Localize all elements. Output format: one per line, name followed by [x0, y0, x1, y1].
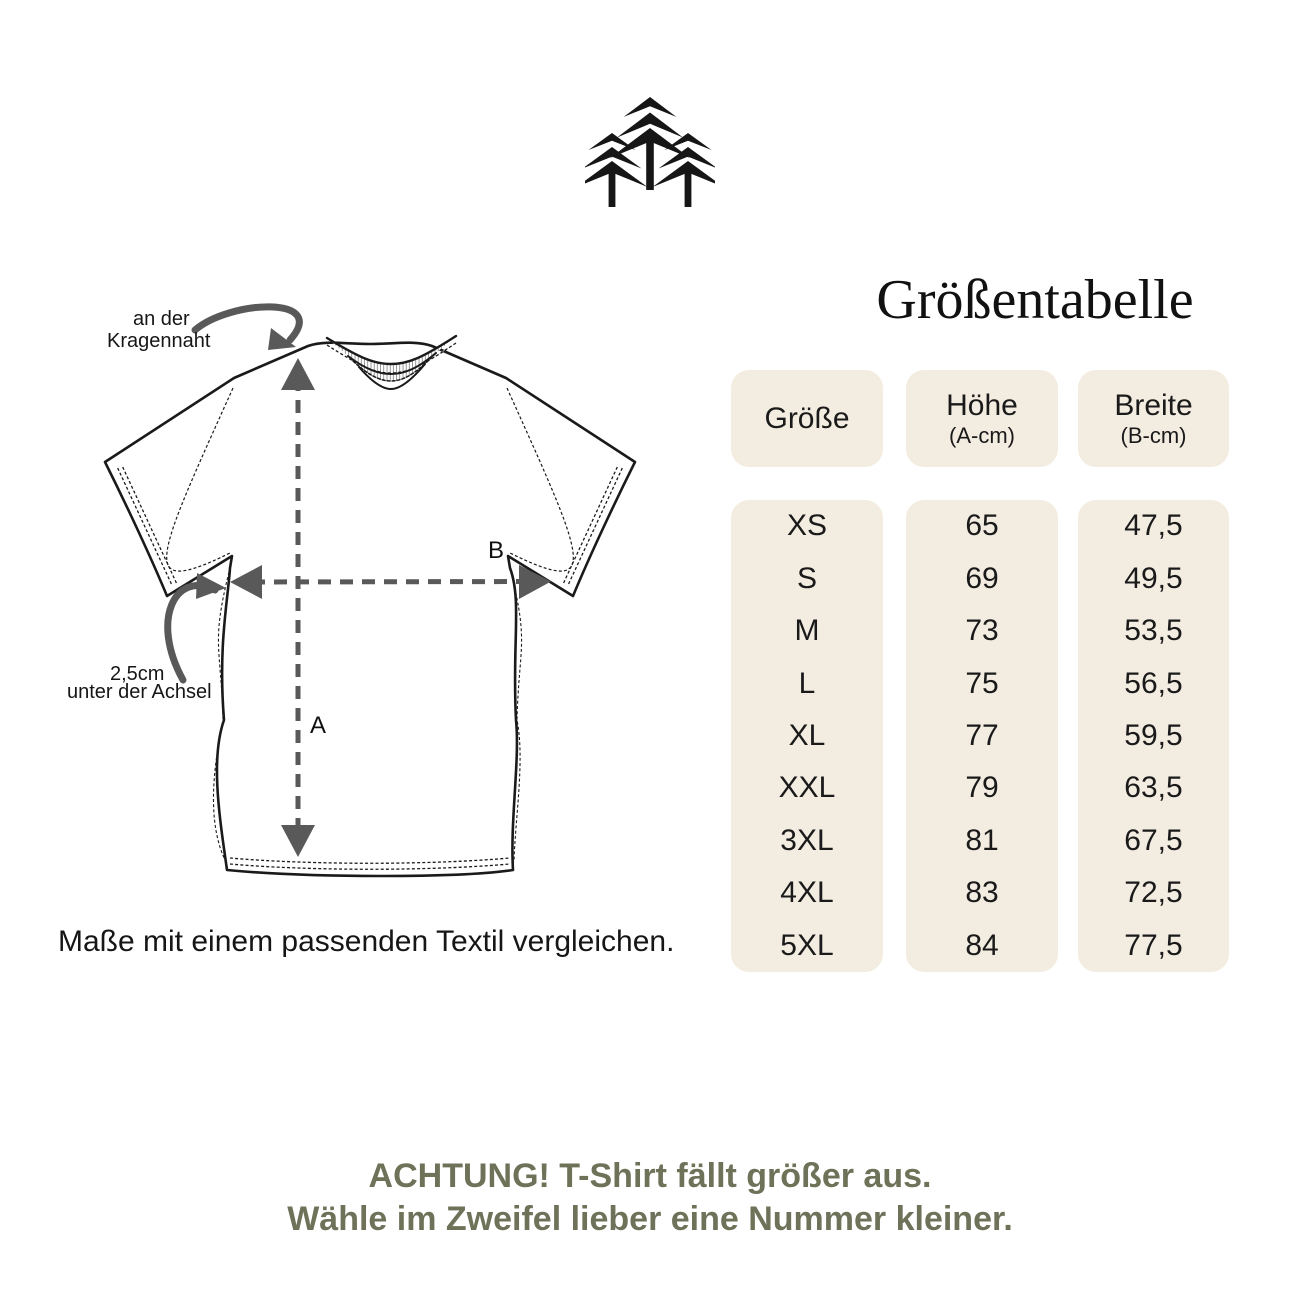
svg-text:Maße mit einem passenden Texti: Maße mit einem passenden Textil vergleic… [58, 925, 674, 958]
svg-text:unter der Achsel: unter der Achsel [67, 681, 212, 703]
svg-text:B: B [488, 537, 504, 564]
svg-text:A: A [310, 712, 326, 739]
svg-text:Kragennaht: Kragennaht [107, 330, 211, 352]
svg-text:an der: an der [133, 308, 190, 330]
